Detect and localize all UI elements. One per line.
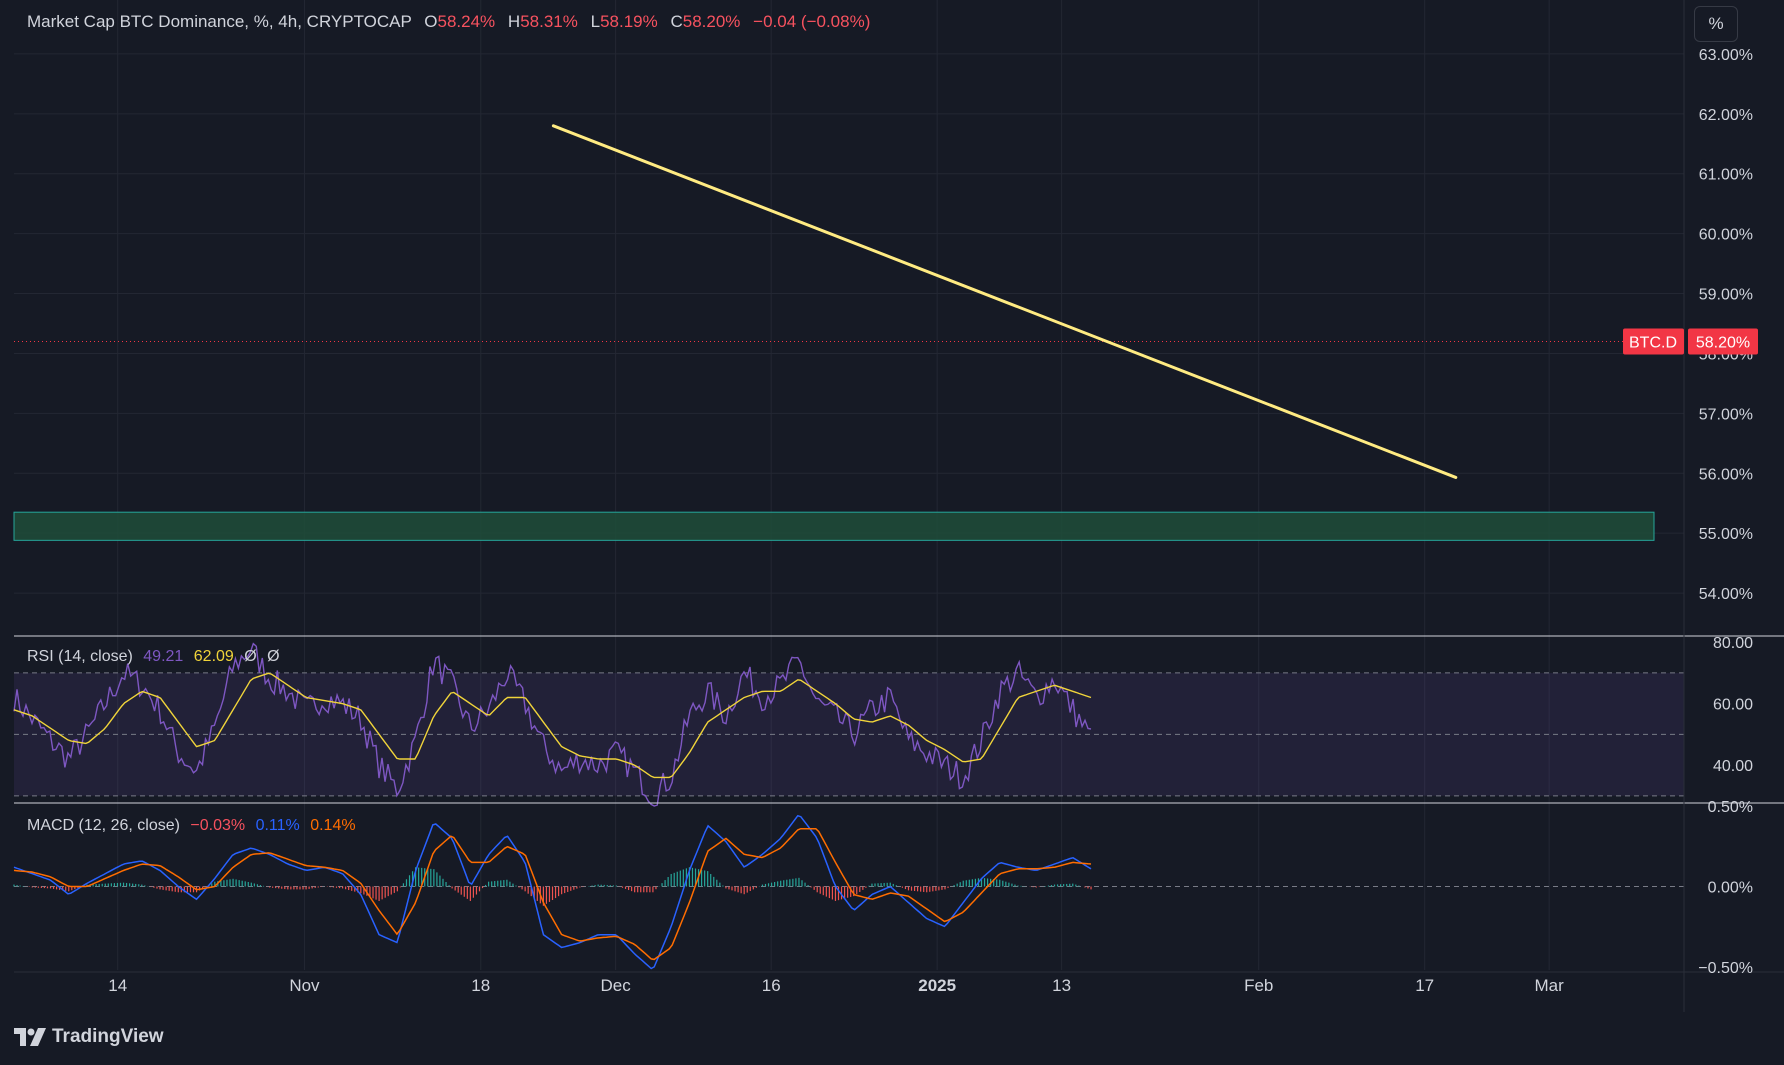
price-tick-label: 54.00% xyxy=(1699,586,1753,603)
rsi-tick-label: 60.00 xyxy=(1713,697,1753,714)
macd-tick-label: 0.00% xyxy=(1708,880,1753,897)
time-tick-label: Dec xyxy=(600,976,631,995)
price-tick-label: 56.00% xyxy=(1699,466,1753,483)
time-tick-label: Feb xyxy=(1244,976,1273,995)
price-tick-label: 62.00% xyxy=(1699,107,1753,124)
rsi-tick-label: 80.00 xyxy=(1713,635,1753,652)
trendline xyxy=(551,124,1458,479)
price-tick-label: 61.00% xyxy=(1699,167,1753,184)
rsi-line xyxy=(13,642,1092,807)
rsi-header: RSI (14, close) 49.21 62.09 Ø Ø xyxy=(27,648,280,666)
price-tick-label: 59.00% xyxy=(1699,287,1753,304)
price-tick-label: 57.00% xyxy=(1699,406,1753,423)
symbol-title: Market Cap BTC Dominance, %, 4h, CRYPTOC… xyxy=(27,12,412,31)
open-value: 58.24% xyxy=(437,12,496,31)
close-value: 58.20% xyxy=(682,12,741,31)
time-tick-label: 18 xyxy=(471,976,490,995)
time-tick-label: 16 xyxy=(762,976,781,995)
rsi-empty-1: Ø xyxy=(244,648,257,665)
rsi-ma-line xyxy=(13,672,1092,779)
price-tag: BTC.D 58.20% xyxy=(1623,328,1758,355)
signal-value: 0.14% xyxy=(310,817,356,834)
rsi-ma-value: 62.09 xyxy=(193,648,234,665)
low-label: L xyxy=(590,12,601,31)
macd-histogram xyxy=(13,867,1092,906)
time-tick-label: 17 xyxy=(1415,976,1434,995)
symbol-header: Market Cap BTC Dominance, %, 4h, CRYPTOC… xyxy=(27,12,870,32)
low-value: 58.19% xyxy=(600,12,658,31)
rsi-value: 49.21 xyxy=(143,648,184,665)
macd-header: MACD (12, 26, close) −0.03% 0.11% 0.14% xyxy=(27,817,356,835)
macd-title: MACD (12, 26, close) xyxy=(27,817,180,834)
high-label: H xyxy=(507,12,521,31)
grid-lines xyxy=(14,0,1684,970)
macd-tick-label: −0.50% xyxy=(1698,960,1753,977)
price-tick-label: 55.00% xyxy=(1699,526,1753,543)
price-tag-value-bg xyxy=(1688,328,1758,355)
axis-labels: 63.00%62.00%61.00%60.00%59.00%58.00%57.0… xyxy=(108,47,1753,995)
macd-line xyxy=(13,814,1092,970)
tradingview-logo-icon xyxy=(14,1028,46,1046)
rsi-empty-2: Ø xyxy=(267,648,280,665)
tradingview-logo[interactable]: TradingView xyxy=(14,1026,164,1048)
signal-line xyxy=(13,827,1092,961)
time-tick-label: 14 xyxy=(108,976,127,995)
price-tick-label: 60.00% xyxy=(1699,227,1753,244)
price-tag-symbol: BTC.D xyxy=(1629,334,1677,351)
macd-value: 0.11% xyxy=(255,817,300,834)
macd-tick-label: 0.50% xyxy=(1708,799,1753,816)
time-tick-label: 2025 xyxy=(918,976,956,995)
rsi-title: RSI (14, close) xyxy=(27,648,133,665)
rsi-band xyxy=(14,672,1684,796)
macd-hist-value: −0.03% xyxy=(190,817,246,834)
percent-scale-button[interactable]: % xyxy=(1694,6,1738,42)
time-tick-label: 13 xyxy=(1052,976,1071,995)
support-zone xyxy=(13,511,1655,541)
time-tick-label: Mar xyxy=(1535,976,1565,995)
open-label: O xyxy=(424,12,438,31)
price-tag-symbol-bg xyxy=(1623,328,1684,355)
time-tick-label: Nov xyxy=(289,976,320,995)
change-value: −0.04 (−0.08%) xyxy=(753,12,871,31)
close-label: C xyxy=(670,12,683,31)
price-tag-value: 58.20% xyxy=(1696,334,1750,351)
brand-name: TradingView xyxy=(52,1026,164,1047)
price-tick-label: 63.00% xyxy=(1699,47,1753,64)
rsi-tick-label: 40.00 xyxy=(1713,758,1753,775)
high-value: 58.31% xyxy=(520,12,578,31)
